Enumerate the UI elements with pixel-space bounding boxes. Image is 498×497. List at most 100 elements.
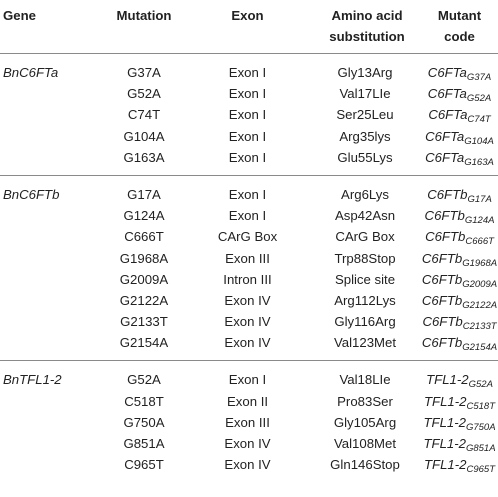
- amino-acid-cell: Arg112Lys: [334, 292, 396, 308]
- mutant-code-cell: C6FTbG124A: [421, 205, 498, 226]
- exon-cell: Exon IV: [224, 292, 271, 308]
- exon-cell: Exon IV: [224, 314, 271, 330]
- amino-acid-cell: Gly116Arg: [334, 314, 396, 330]
- mutation-cell: G2133T: [120, 314, 168, 330]
- gene-cell: [0, 126, 102, 147]
- amino-acid-cell: Asp42Asn: [334, 208, 396, 224]
- table-row: BnC6FTb G17A Exon I Arg6Lys C6FTbG17A: [0, 184, 498, 205]
- mutant-code-cell: TFL1-2G750A: [421, 412, 498, 433]
- gene-cell: [0, 226, 102, 247]
- mutation-cell: C518T: [124, 393, 164, 409]
- mutant-code-subscript: G2122A: [462, 299, 498, 311]
- amino-acid-cell: Trp88Stop: [334, 250, 396, 266]
- mutant-code-base: TFL1-2: [423, 393, 467, 409]
- exon-cell: Exon IV: [224, 436, 271, 451]
- exon-cell: Exon I: [228, 186, 267, 202]
- mutant-code-cell: TFL1-2G52A: [421, 369, 498, 390]
- amino-acid-cell: Gly13Arg: [337, 65, 393, 80]
- table-row: BnC6FTa G37A Exon I Gly13Arg C6FTaG37A: [0, 62, 498, 83]
- mutation-cell: G124A: [123, 208, 165, 224]
- table-header: Gene Mutation Exon Amino acid substituti…: [0, 0, 498, 53]
- amino-acid-cell: Arg35lys: [339, 128, 391, 144]
- mutant-code-cell: TFL1-2C965T: [421, 454, 498, 475]
- mutation-cell: C666T: [124, 229, 164, 245]
- exon-cell: Exon III: [225, 250, 270, 266]
- amino-acid-cell: Gly105Arg: [333, 414, 397, 430]
- table-row: G2122A Exon IV Arg112Lys C6FTbG2122A: [0, 290, 498, 311]
- gene-group: BnTFL1-2 G52A Exon I Val18LIe TFL1-2G52A C518…: [0, 361, 498, 482]
- amino-acid-cell: Val123Met: [333, 335, 397, 351]
- exon-cell: Exon IV: [224, 457, 271, 473]
- group-divider: [0, 53, 498, 54]
- amino-acid-cell: Gln146Stop: [330, 457, 400, 473]
- gene-cell: BnTFL1-2: [3, 372, 62, 388]
- gene-cell: [0, 412, 102, 433]
- mutant-code-base: C6FTb: [427, 186, 468, 202]
- mutant-code-base: TFL1-2: [426, 372, 469, 388]
- mutant-code-base: C6FTb: [421, 292, 463, 308]
- mutation-cell: C74T: [127, 107, 161, 123]
- group-divider: [0, 360, 498, 362]
- exon-cell: Exon I: [228, 128, 267, 144]
- exon-cell: Exon I: [228, 86, 267, 102]
- table-body: BnC6FTa G37A Exon I Gly13Arg C6FTaG37A G52A Ex…: [0, 53, 498, 482]
- mutant-code-base: TFL1-2: [423, 414, 466, 430]
- mutant-code-cell: C6FTaG52A: [421, 83, 498, 104]
- mutant-code-subscript: G750A: [465, 421, 496, 433]
- mutant-code-subscript: G37A: [466, 72, 492, 83]
- exon-cell: Exon I: [228, 65, 267, 80]
- mutant-code-base: C6FTb: [421, 335, 463, 351]
- mutant-code-base: TFL1-2: [423, 457, 467, 473]
- mutant-code-subscript: G104A: [464, 135, 494, 147]
- mutant-code-subscript: G163A: [464, 156, 494, 168]
- mutant-code-cell: TFL1-2G851A: [421, 433, 498, 454]
- exon-cell: Exon I: [228, 149, 267, 165]
- table-row: G124A Exon I Asp42Asn C6FTbG124A: [0, 205, 498, 226]
- mutant-code-subscript: G52A: [466, 93, 492, 105]
- gene-cell: [0, 311, 102, 332]
- header-exon: Exon: [231, 8, 264, 23]
- table-row: G2133T Exon IV Gly116Arg C6FTbC2133T: [0, 311, 498, 332]
- table-row: C965T Exon IV Gln146Stop TFL1-2C965T: [0, 454, 498, 475]
- mutant-code-base: C6FTb: [424, 208, 465, 224]
- header-gene: Gene: [3, 8, 36, 23]
- header-mutation: Mutation: [116, 8, 172, 23]
- gene-group: BnC6FTa G37A Exon I Gly13Arg C6FTaG37A G52A Ex…: [0, 54, 498, 175]
- amino-acid-cell: Val18LIe: [339, 372, 391, 388]
- group-divider: [0, 174, 498, 176]
- mutant-code-base: C6FTa: [428, 107, 468, 123]
- header-amino-acid: Amino acid substitution: [329, 8, 405, 44]
- mutant-code-base: C6FTb: [421, 271, 463, 287]
- mutant-code-subscript: C2133T: [462, 321, 497, 333]
- amino-acid-cell: Val17LIe: [339, 86, 391, 102]
- table-row: G2009A Intron III Splice site C6FTbG2009A: [0, 269, 498, 290]
- mutant-code-subscript: C518T: [466, 400, 496, 412]
- mutant-code-subscript: G2154A: [462, 342, 498, 354]
- mutant-code-subscript: G17A: [467, 193, 492, 205]
- gene-cell: [0, 454, 102, 475]
- amino-acid-cell: Pro83Ser: [337, 393, 393, 409]
- mutant-code-subscript: G1968A: [462, 257, 498, 269]
- mutant-code-cell: C6FTbG2009A: [421, 269, 498, 290]
- table-row: C666T CArG Box CArG Box C6FTbC666T: [0, 226, 498, 247]
- exon-cell: Exon I: [228, 107, 267, 123]
- gene-cell: BnC6FTb: [3, 186, 60, 202]
- mutant-code-cell: TFL1-2C518T: [421, 391, 498, 412]
- exon-cell: Exon I: [228, 208, 267, 224]
- amino-acid-cell: Ser25Leu: [336, 107, 394, 123]
- mutant-code-cell: C6FTbG2122A: [421, 290, 498, 311]
- mutant-code-base: C6FTb: [422, 314, 463, 330]
- gene-cell: BnC6FTa: [3, 65, 59, 80]
- amino-acid-cell: Arg6Lys: [341, 186, 389, 202]
- mutant-code-cell: C6FTbG17A: [421, 184, 498, 205]
- table-row: G750A Exon III Gly105Arg TFL1-2G750A: [0, 412, 498, 433]
- gene-cell: [0, 147, 102, 168]
- mutant-code-base: C6FTb: [421, 250, 463, 266]
- gene-cell: [0, 205, 102, 226]
- mutant-code-cell: C6FTbG2154A: [421, 332, 498, 353]
- mutation-cell: G851A: [123, 436, 165, 451]
- gene-cell: [0, 433, 102, 454]
- mutant-code-base: TFL1-2: [423, 436, 466, 451]
- mutant-code-cell: C6FTaG163A: [421, 147, 498, 168]
